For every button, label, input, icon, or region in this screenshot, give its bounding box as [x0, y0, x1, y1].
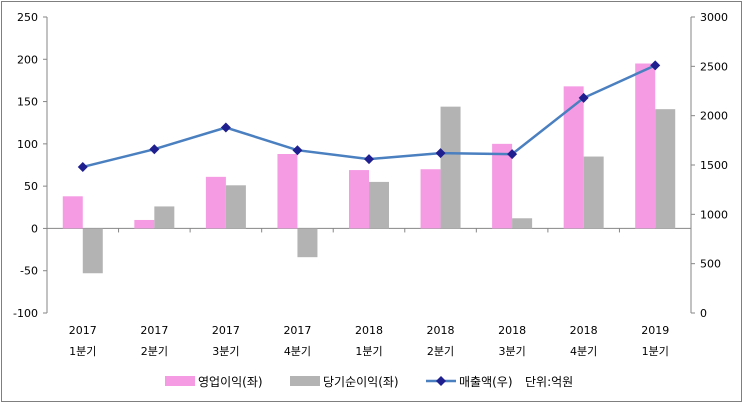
- bar-operating-profit: [205, 176, 226, 229]
- bar-net-income: [512, 218, 533, 229]
- bar-operating-profit: [635, 63, 656, 229]
- bar-net-income: [440, 106, 461, 229]
- bar-operating-profit: [563, 86, 584, 229]
- left-tick-label: 50: [24, 180, 38, 193]
- legend-label-revenue: 매출액(우): [459, 375, 513, 389]
- revenue-point: [435, 148, 446, 159]
- left-tick-label: -100: [13, 307, 38, 320]
- right-tick-label: 3000: [700, 11, 728, 24]
- category-year-label: 2018: [498, 324, 526, 337]
- category-quarter-label: 1분기: [642, 345, 669, 358]
- bar-operating-profit: [420, 169, 441, 229]
- category-quarter-label: 2분기: [141, 345, 168, 358]
- right-tick-label: 1000: [700, 208, 728, 221]
- revenue-point: [292, 145, 303, 156]
- category-year-label: 2018: [570, 324, 598, 337]
- legend-swatch-net-income: [290, 376, 320, 386]
- revenue-point: [507, 149, 518, 160]
- revenue-point: [650, 60, 661, 71]
- bar-net-income: [154, 206, 175, 229]
- left-tick-label: 0: [31, 222, 38, 235]
- bar-operating-profit: [492, 143, 513, 229]
- unit-note: 단위:억원: [525, 375, 573, 389]
- left-tick-label: 200: [17, 53, 38, 66]
- category-year-label: 2017: [283, 324, 311, 337]
- bar-operating-profit: [62, 196, 83, 229]
- category-year-label: 2018: [427, 324, 455, 337]
- bar-net-income: [583, 156, 604, 229]
- category-quarter-label: 1분기: [355, 345, 382, 358]
- bar-operating-profit: [277, 154, 298, 229]
- right-tick-label: 2500: [700, 60, 728, 73]
- legend-marker-revenue: [436, 376, 446, 386]
- revenue-point: [220, 122, 231, 133]
- bar-net-income: [297, 228, 318, 258]
- bar-net-income: [655, 109, 676, 229]
- legend-label-net-income: 당기순이익(좌): [323, 375, 399, 389]
- category-quarter-label: 3분기: [212, 345, 239, 358]
- bar-net-income: [225, 185, 246, 229]
- legend-label-operating-profit: 영업이익(좌): [198, 375, 263, 389]
- revenue-point: [364, 154, 374, 165]
- category-year-label: 2017: [212, 324, 240, 337]
- bar-net-income: [369, 181, 389, 229]
- right-tick-label: 1500: [700, 159, 728, 172]
- category-quarter-label: 3분기: [498, 345, 525, 358]
- bar-net-income: [82, 228, 103, 274]
- revenue-point: [578, 92, 589, 103]
- left-tick-label: 250: [17, 11, 38, 24]
- bar-operating-profit: [349, 170, 369, 229]
- left-tick-label: 100: [17, 138, 38, 151]
- right-tick-label: 2000: [700, 110, 728, 123]
- bar-operating-profit: [134, 219, 155, 229]
- left-tick-label: -50: [20, 265, 38, 278]
- category-quarter-label: 2분기: [427, 345, 454, 358]
- category-year-label: 2018: [355, 324, 383, 337]
- revenue-point: [149, 144, 160, 155]
- category-quarter-label: 4분기: [284, 345, 311, 358]
- category-quarter-label: 4분기: [570, 345, 597, 358]
- category-year-label: 2019: [641, 324, 669, 337]
- right-tick-label: 0: [700, 307, 707, 320]
- right-tick-label: 500: [700, 258, 721, 271]
- category-year-label: 2017: [140, 324, 168, 337]
- category-year-label: 2017: [69, 324, 97, 337]
- revenue-point: [77, 161, 88, 172]
- left-tick-label: 150: [17, 96, 38, 109]
- legend-swatch-operating-profit: [165, 376, 195, 386]
- category-quarter-label: 1분기: [69, 345, 96, 358]
